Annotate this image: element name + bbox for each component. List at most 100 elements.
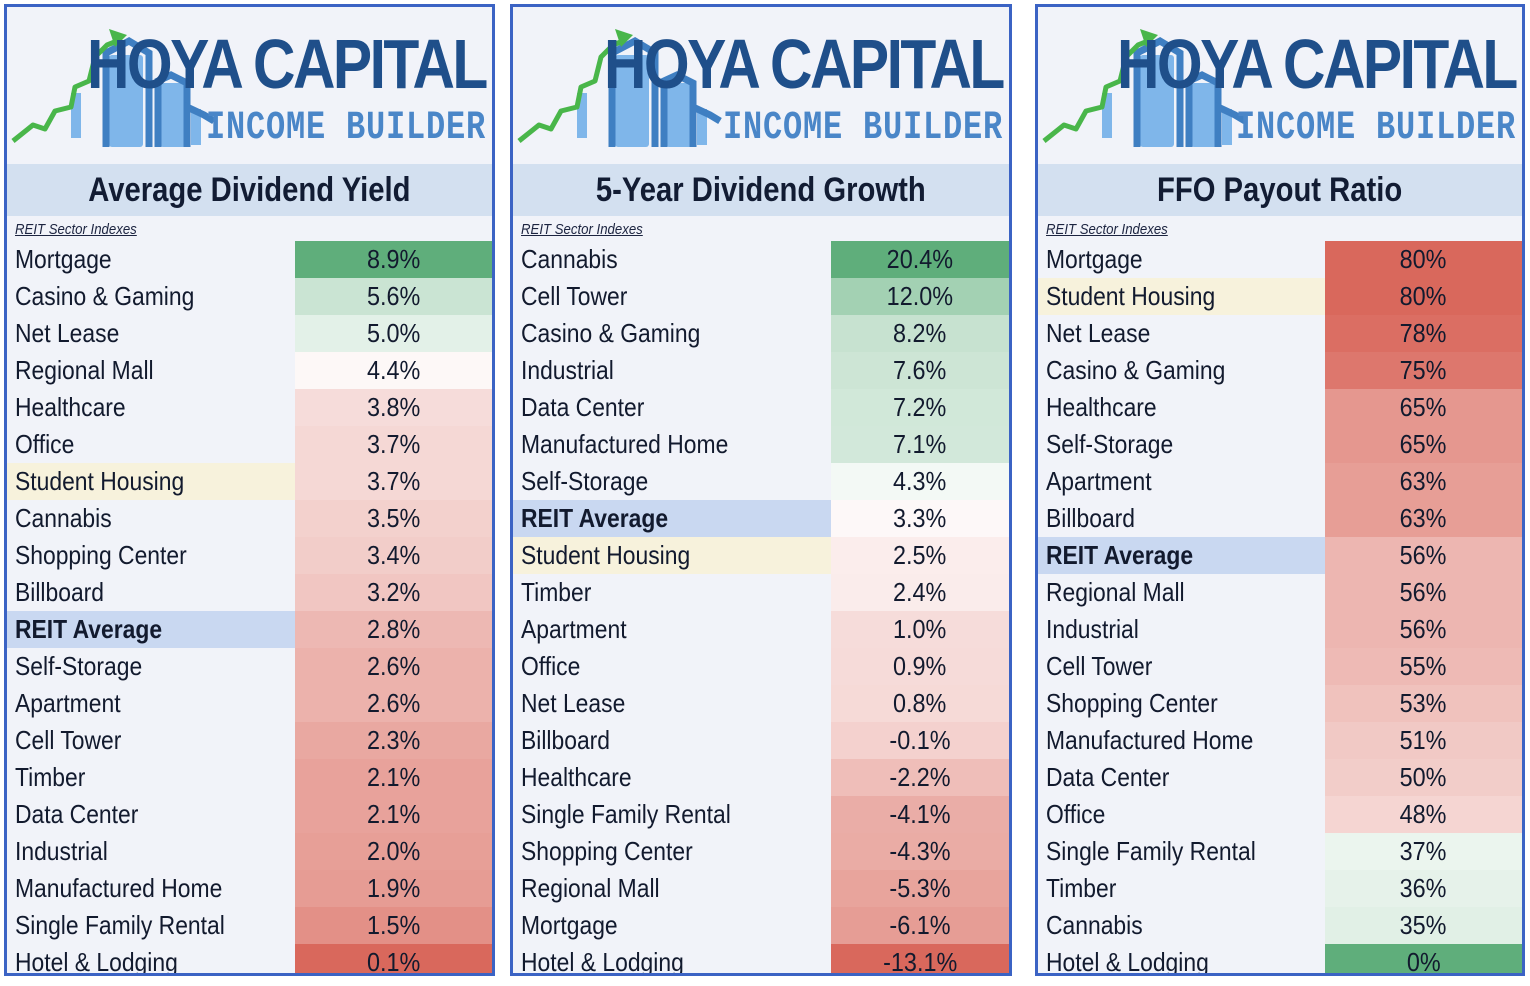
table-row: Office 3.7% bbox=[7, 426, 492, 463]
sector-name: REIT Average bbox=[7, 611, 295, 648]
value-cell: 80% bbox=[1325, 241, 1522, 278]
table-row: Self-Storage 4.3% bbox=[513, 463, 1009, 500]
sector-name: Data Center bbox=[521, 392, 645, 422]
sector-name: Hotel & Lodging bbox=[1046, 947, 1209, 976]
sector-name: Cannabis bbox=[1046, 910, 1143, 940]
panel-subtitle: REIT Sector Indexes bbox=[521, 221, 643, 238]
buildings-chart-logo-icon bbox=[517, 29, 722, 147]
hoya-capital-logo: HOYA CAPITAL INCOME BUILDER bbox=[1038, 7, 1522, 163]
sector-name: Cell Tower bbox=[521, 281, 628, 311]
sector-name: Manufactured Home bbox=[521, 429, 729, 459]
value-cell: 3.8% bbox=[295, 389, 492, 426]
brand-name: HOYA CAPITAL bbox=[1117, 25, 1518, 103]
value-cell: 55% bbox=[1325, 648, 1522, 685]
sector-name: Mortgage bbox=[521, 910, 618, 940]
table-row: Billboard -0.1% bbox=[513, 722, 1009, 759]
value-cell: 4.3% bbox=[831, 463, 1009, 500]
brand-tagline: INCOME BUILDER bbox=[205, 106, 486, 151]
sector-name: Apartment bbox=[1046, 466, 1152, 496]
sector-name: Healthcare bbox=[521, 762, 632, 792]
panel-title: 5-Year Dividend Growth bbox=[596, 170, 926, 209]
value-cell: 3.5% bbox=[295, 500, 492, 537]
table-row: Office 48% bbox=[1038, 796, 1522, 833]
sector-name: Regional Mall bbox=[15, 355, 154, 385]
table-row: Cell Tower 12.0% bbox=[513, 278, 1009, 315]
value-cell: -4.1% bbox=[831, 796, 1009, 833]
value-cell: 7.2% bbox=[831, 389, 1009, 426]
value-cell: 80% bbox=[1325, 278, 1522, 315]
table-row: Student Housing 80% bbox=[1038, 278, 1522, 315]
table-row: Cell Tower 55% bbox=[1038, 648, 1522, 685]
sector-name: Student Housing bbox=[513, 537, 831, 574]
value-cell: 3.3% bbox=[831, 500, 1009, 537]
panel-subtitle: REIT Sector Indexes bbox=[1046, 221, 1168, 238]
sector-name: Timber bbox=[1046, 873, 1117, 903]
table-row: Apartment 63% bbox=[1038, 463, 1522, 500]
sector-name: Single Family Rental bbox=[521, 799, 731, 829]
data-rows: Mortgage 80% Student Housing 80% Net Lease 78… bbox=[1038, 241, 1522, 976]
value-cell: 2.6% bbox=[295, 648, 492, 685]
panel-title-bar: 5-Year Dividend Growth bbox=[513, 164, 1009, 216]
value-cell: 48% bbox=[1325, 796, 1522, 833]
value-cell: 2.6% bbox=[295, 685, 492, 722]
table-row: Timber 2.4% bbox=[513, 574, 1009, 611]
value-cell: 3.4% bbox=[295, 537, 492, 574]
sector-name: Industrial bbox=[1046, 614, 1139, 644]
table-row: Hotel & Lodging 0% bbox=[1038, 944, 1522, 976]
table-row: Net Lease 5.0% bbox=[7, 315, 492, 352]
sector-name: Student Housing bbox=[1038, 278, 1325, 315]
table-row: Student Housing 3.7% bbox=[7, 463, 492, 500]
sector-name: Healthcare bbox=[15, 392, 126, 422]
table-row: Cell Tower 2.3% bbox=[7, 722, 492, 759]
table-row: Data Center 7.2% bbox=[513, 389, 1009, 426]
sector-name: Casino & Gaming bbox=[1046, 355, 1226, 385]
table-row: Regional Mall -5.3% bbox=[513, 870, 1009, 907]
value-cell: 2.1% bbox=[295, 796, 492, 833]
table-row: Mortgage 80% bbox=[1038, 241, 1522, 278]
sector-name: Cannabis bbox=[521, 244, 618, 274]
brand-name: HOYA CAPITAL bbox=[87, 25, 488, 103]
table-row: Casino & Gaming 8.2% bbox=[513, 315, 1009, 352]
panel-title-bar: FFO Payout Ratio bbox=[1038, 164, 1522, 216]
value-cell: 50% bbox=[1325, 759, 1522, 796]
value-cell: 1.5% bbox=[295, 907, 492, 944]
value-cell: 2.4% bbox=[831, 574, 1009, 611]
table-row: Cannabis 35% bbox=[1038, 907, 1522, 944]
value-cell: 3.7% bbox=[295, 463, 492, 500]
sector-name: Hotel & Lodging bbox=[521, 947, 684, 976]
table-row: Cannabis 3.5% bbox=[7, 500, 492, 537]
sector-name: Billboard bbox=[1046, 503, 1136, 533]
value-cell: 75% bbox=[1325, 352, 1522, 389]
value-cell: 7.6% bbox=[831, 352, 1009, 389]
value-cell: 63% bbox=[1325, 500, 1522, 537]
table-row: Billboard 63% bbox=[1038, 500, 1522, 537]
table-row: REIT Average 3.3% bbox=[513, 500, 1009, 537]
sector-name: Hotel & Lodging bbox=[15, 947, 178, 976]
value-cell: 8.2% bbox=[831, 315, 1009, 352]
value-cell: 12.0% bbox=[831, 278, 1009, 315]
value-cell: -5.3% bbox=[831, 870, 1009, 907]
sector-name: Self-Storage bbox=[1046, 429, 1174, 459]
sector-name: Office bbox=[15, 429, 75, 459]
table-row: Mortgage -6.1% bbox=[513, 907, 1009, 944]
table-row: Healthcare 65% bbox=[1038, 389, 1522, 426]
dividend-growth-panel: HOYA CAPITAL INCOME BUILDER 5-Year Divid… bbox=[510, 4, 1012, 976]
value-cell: 1.0% bbox=[831, 611, 1009, 648]
value-cell: -4.3% bbox=[831, 833, 1009, 870]
sector-name: Casino & Gaming bbox=[15, 281, 195, 311]
value-cell: 65% bbox=[1325, 426, 1522, 463]
sector-name: Billboard bbox=[521, 725, 611, 755]
table-row: Self-Storage 65% bbox=[1038, 426, 1522, 463]
hoya-capital-logo: HOYA CAPITAL INCOME BUILDER bbox=[7, 7, 492, 163]
table-row: Mortgage 8.9% bbox=[7, 241, 492, 278]
hoya-capital-logo: HOYA CAPITAL INCOME BUILDER bbox=[513, 7, 1009, 163]
table-row: Office 0.9% bbox=[513, 648, 1009, 685]
sector-name: Apartment bbox=[521, 614, 627, 644]
value-cell: 2.0% bbox=[295, 833, 492, 870]
sector-name: Cell Tower bbox=[1046, 651, 1153, 681]
value-cell: 65% bbox=[1325, 389, 1522, 426]
value-cell: 0.9% bbox=[831, 648, 1009, 685]
value-cell: 37% bbox=[1325, 833, 1522, 870]
table-row: Single Family Rental -4.1% bbox=[513, 796, 1009, 833]
sector-name: Shopping Center bbox=[521, 836, 693, 866]
